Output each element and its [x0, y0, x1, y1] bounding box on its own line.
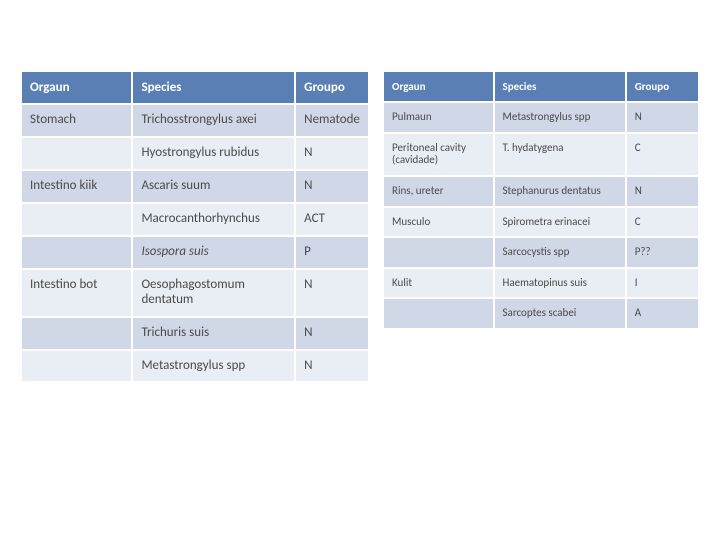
- left-body: StomachTrichosstrongylus axeiNematodeHyo…: [22, 105, 368, 381]
- left-cell: Stomach: [22, 105, 131, 136]
- left-cell: [22, 351, 131, 382]
- right-row: Sarcocystis sppP??: [384, 238, 698, 267]
- right-cell: Metastrongylus spp: [495, 103, 625, 132]
- right-cell: T. hydatygena: [495, 134, 625, 175]
- left-cell: [22, 237, 131, 268]
- right-cell: Sarcocystis spp: [495, 238, 625, 267]
- left-cell: N: [296, 270, 368, 316]
- left-table: OrgaunSpeciesGroupo StomachTrichosstrong…: [20, 70, 370, 383]
- left-cell: Metastrongylus spp: [133, 351, 294, 382]
- left-row: Trichuris suisN: [22, 318, 368, 349]
- left-cell: Ascaris suum: [133, 171, 294, 202]
- left-cell: Nematode: [296, 105, 368, 136]
- left-cell: Intestino kiik: [22, 171, 131, 202]
- left-row: Metastrongylus sppN: [22, 351, 368, 382]
- left-cell: N: [296, 318, 368, 349]
- right-body: PulmaunMetastrongylus sppNPeritoneal cav…: [384, 103, 698, 328]
- right-cell: C: [627, 208, 698, 237]
- left-cell: Isospora suis: [133, 237, 294, 268]
- left-row: Isospora suisP: [22, 237, 368, 268]
- left-header-cell: Orgaun: [22, 72, 131, 103]
- right-cell: Rins, ureter: [384, 177, 493, 206]
- right-cell: I: [627, 269, 698, 298]
- left-cell: Trichuris suis: [133, 318, 294, 349]
- right-cell: Pulmaun: [384, 103, 493, 132]
- right-cell: Kulit: [384, 269, 493, 298]
- right-row: Rins, ureterStephanurus dentatusN: [384, 177, 698, 206]
- left-cell: [22, 138, 131, 169]
- right-row: MusculoSpirometra erinaceiC: [384, 208, 698, 237]
- left-row: Intestino kiikAscaris suumN: [22, 171, 368, 202]
- right-cell: [384, 238, 493, 267]
- left-cell: [22, 318, 131, 349]
- left-header-cell: Species: [133, 72, 294, 103]
- right-cell: Spirometra erinacei: [495, 208, 625, 237]
- left-row: MacrocanthorhynchusACT: [22, 204, 368, 235]
- right-cell: N: [627, 177, 698, 206]
- left-cell: ACT: [296, 204, 368, 235]
- right-header-cell: Groupo: [627, 72, 698, 101]
- left-cell: Trichosstrongylus axei: [133, 105, 294, 136]
- right-cell: N: [627, 103, 698, 132]
- right-cell: Sarcoptes scabei: [495, 299, 625, 328]
- left-cell: N: [296, 138, 368, 169]
- left-row: Hyostrongylus rubidusN: [22, 138, 368, 169]
- left-row: Intestino botOesophagostomum dentatumN: [22, 270, 368, 316]
- right-cell: Haematopinus suis: [495, 269, 625, 298]
- right-header-row: OrgaunSpeciesGroupo: [384, 72, 698, 101]
- left-cell: N: [296, 351, 368, 382]
- right-header-cell: Orgaun: [384, 72, 493, 101]
- right-header-cell: Species: [495, 72, 625, 101]
- left-cell: Hyostrongylus rubidus: [133, 138, 294, 169]
- right-cell: A: [627, 299, 698, 328]
- right-cell: Peritoneal cavity (cavidade): [384, 134, 493, 175]
- right-row: Peritoneal cavity (cavidade)T. hydatygen…: [384, 134, 698, 175]
- right-cell: Stephanurus dentatus: [495, 177, 625, 206]
- left-cell: Oesophagostomum dentatum: [133, 270, 294, 316]
- right-cell: [384, 299, 493, 328]
- left-cell: N: [296, 171, 368, 202]
- left-cell: Intestino bot: [22, 270, 131, 316]
- right-cell: P??: [627, 238, 698, 267]
- right-cell: Musculo: [384, 208, 493, 237]
- left-cell: Macrocanthorhynchus: [133, 204, 294, 235]
- right-row: KulitHaematopinus suisI: [384, 269, 698, 298]
- left-header-row: OrgaunSpeciesGroupo: [22, 72, 368, 103]
- left-cell: [22, 204, 131, 235]
- right-cell: C: [627, 134, 698, 175]
- left-row: StomachTrichosstrongylus axeiNematode: [22, 105, 368, 136]
- left-header-cell: Groupo: [296, 72, 368, 103]
- left-cell: P: [296, 237, 368, 268]
- right-table: OrgaunSpeciesGroupo PulmaunMetastrongylu…: [382, 70, 700, 330]
- right-row: PulmaunMetastrongylus sppN: [384, 103, 698, 132]
- right-row: Sarcoptes scabeiA: [384, 299, 698, 328]
